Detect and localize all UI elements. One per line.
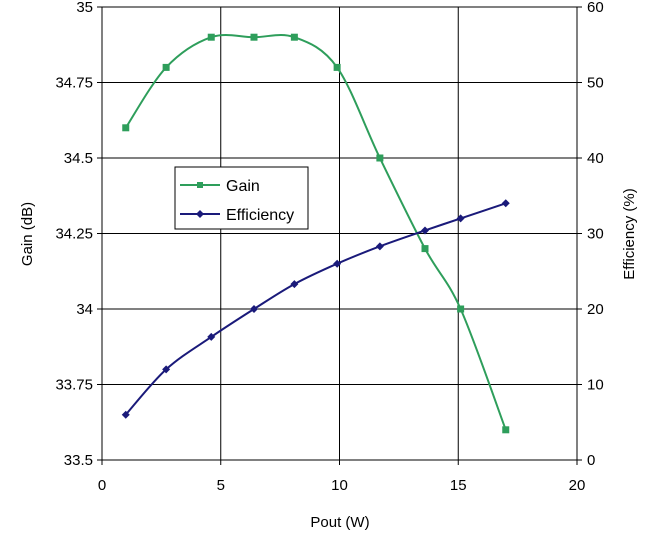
legend-efficiency-label: Efficiency (226, 207, 294, 224)
left-y-axis-title: Gain (dB) (19, 202, 36, 266)
efficiency-point (207, 332, 216, 341)
x-tick-label: 20 (569, 477, 586, 494)
x-tick-label: 5 (217, 477, 225, 494)
right-y-tick-label: 60 (587, 0, 604, 16)
efficiency-point (456, 214, 465, 223)
efficiency-point (121, 410, 130, 419)
plot-area-border (101, 6, 578, 461)
left-y-tick-label: 34.25 (55, 226, 93, 243)
gain-point (421, 245, 429, 253)
efficiency-point (333, 259, 342, 268)
gain-point (250, 33, 258, 41)
gain-point (122, 124, 130, 132)
gain-point (376, 154, 384, 162)
left-y-tick-label: 34.75 (55, 75, 93, 92)
right-y-tick-label: 40 (587, 150, 604, 167)
series-layer (121, 33, 510, 434)
x-tick-label: 15 (450, 477, 467, 494)
gain-point (333, 63, 341, 71)
legend-box (174, 166, 309, 230)
efficiency-point (375, 242, 384, 251)
efficiency-point (250, 305, 258, 313)
left-y-tick-label: 33.75 (55, 377, 93, 394)
legend: Gain Efficiency (174, 166, 309, 230)
efficiency-series-line (125, 202, 507, 416)
efficiency-point (421, 226, 429, 235)
left-y-tick-label: 34.5 (64, 150, 93, 167)
x-axis-title: Pout (W) (310, 514, 369, 531)
right-y-tick-label: 10 (587, 377, 604, 394)
x-tick-label: 0 (98, 477, 106, 494)
left-y-tick-label: 34 (76, 301, 93, 318)
gain-series-line (124, 33, 507, 431)
axes (97, 6, 582, 465)
right-y-axis-title: Efficiency (%) (621, 188, 638, 279)
right-y-tick-label: 50 (587, 75, 604, 92)
gain-point (162, 63, 170, 71)
efficiency-point (162, 365, 171, 374)
right-y-tick-label: 20 (587, 301, 604, 318)
grid (101, 6, 578, 461)
left-y-tick-label: 35 (76, 0, 93, 16)
legend-gain-marker (197, 182, 203, 188)
gain-point (290, 33, 298, 41)
gain-point (207, 33, 215, 41)
x-tick-label: 10 (331, 477, 348, 494)
tick-labels: 33.533.753434.2534.534.75350102030405060… (55, 0, 603, 494)
efficiency-point (290, 280, 299, 289)
legend-gain-label: Gain (226, 178, 260, 195)
left-y-tick-label: 33.5 (64, 452, 93, 469)
efficiency-point (501, 199, 510, 208)
right-y-tick-label: 30 (587, 226, 604, 243)
gain-point (457, 305, 465, 313)
right-y-tick-label: 0 (587, 452, 595, 469)
legend-efficiency-marker (196, 210, 204, 218)
gain-point (502, 426, 510, 434)
